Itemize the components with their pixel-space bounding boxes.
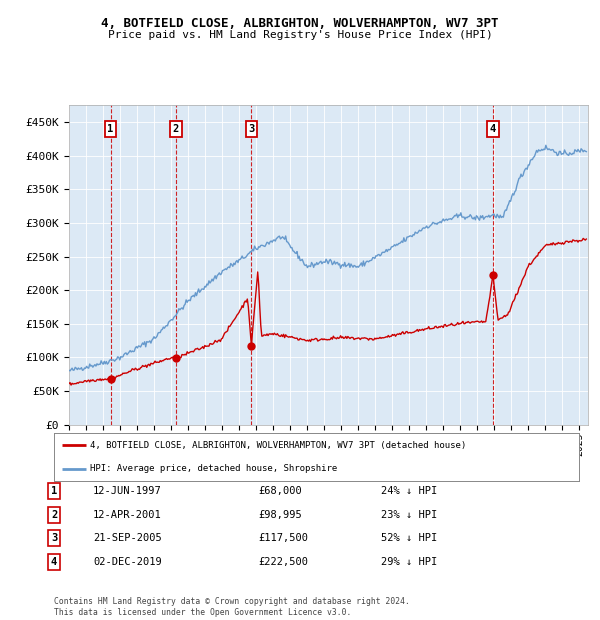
Text: 23% ↓ HPI: 23% ↓ HPI: [381, 510, 437, 520]
Text: £117,500: £117,500: [258, 533, 308, 543]
Text: £68,000: £68,000: [258, 486, 302, 496]
Text: 2: 2: [173, 124, 179, 134]
Text: 4: 4: [51, 557, 57, 567]
Text: £222,500: £222,500: [258, 557, 308, 567]
Text: 4, BOTFIELD CLOSE, ALBRIGHTON, WOLVERHAMPTON, WV7 3PT: 4, BOTFIELD CLOSE, ALBRIGHTON, WOLVERHAM…: [101, 17, 499, 30]
Text: 1: 1: [107, 124, 113, 134]
Text: 3: 3: [248, 124, 254, 134]
Text: 4, BOTFIELD CLOSE, ALBRIGHTON, WOLVERHAMPTON, WV7 3PT (detached house): 4, BOTFIELD CLOSE, ALBRIGHTON, WOLVERHAM…: [90, 441, 466, 450]
Text: 3: 3: [51, 533, 57, 543]
Text: Price paid vs. HM Land Registry's House Price Index (HPI): Price paid vs. HM Land Registry's House …: [107, 30, 493, 40]
Text: 12-APR-2001: 12-APR-2001: [93, 510, 162, 520]
Text: 12-JUN-1997: 12-JUN-1997: [93, 486, 162, 496]
Text: HPI: Average price, detached house, Shropshire: HPI: Average price, detached house, Shro…: [90, 464, 337, 473]
Text: 2: 2: [51, 510, 57, 520]
Text: 21-SEP-2005: 21-SEP-2005: [93, 533, 162, 543]
Text: Contains HM Land Registry data © Crown copyright and database right 2024.
This d: Contains HM Land Registry data © Crown c…: [54, 598, 410, 617]
Text: 24% ↓ HPI: 24% ↓ HPI: [381, 486, 437, 496]
Text: 1: 1: [51, 486, 57, 496]
Text: £98,995: £98,995: [258, 510, 302, 520]
Text: 29% ↓ HPI: 29% ↓ HPI: [381, 557, 437, 567]
Text: 4: 4: [490, 124, 496, 134]
Text: 02-DEC-2019: 02-DEC-2019: [93, 557, 162, 567]
Text: 52% ↓ HPI: 52% ↓ HPI: [381, 533, 437, 543]
